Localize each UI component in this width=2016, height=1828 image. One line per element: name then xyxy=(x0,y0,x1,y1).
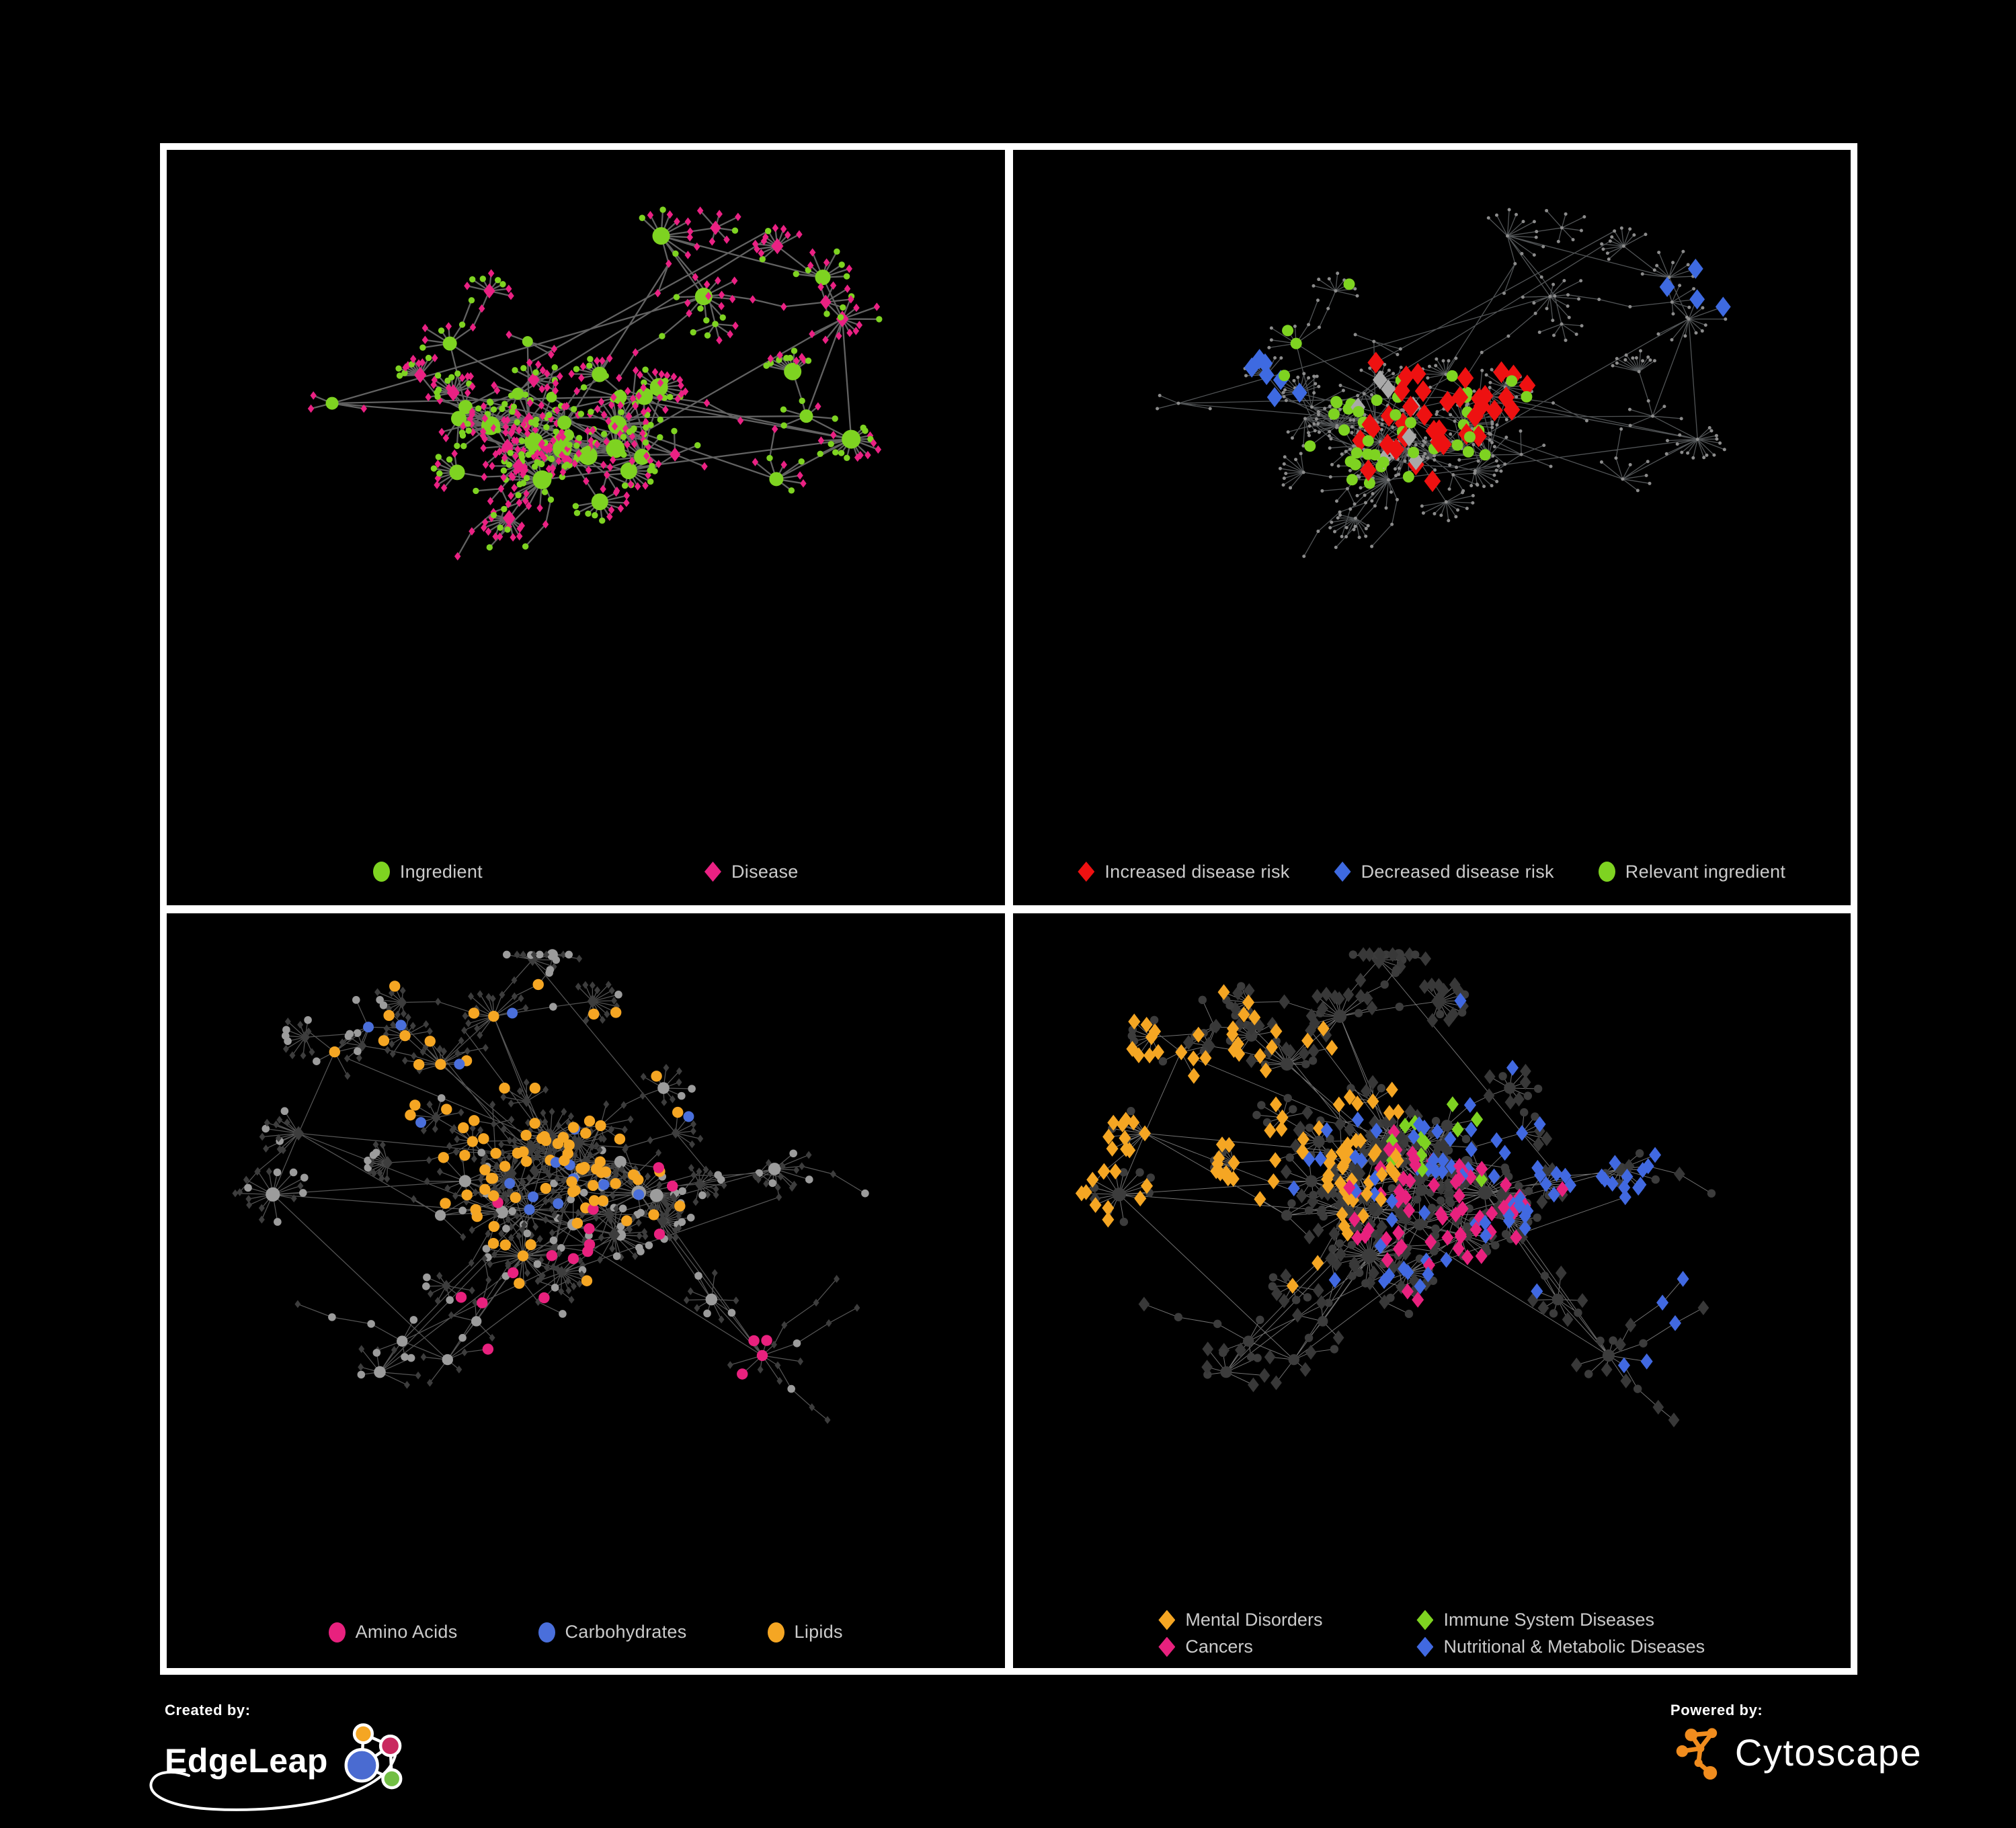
legend-label: Relevant ingredient xyxy=(1625,861,1786,882)
credits-footer: Created by: EdgeLeap Powere xyxy=(149,1702,1922,1816)
decreased-risk-key-icon xyxy=(1334,862,1351,882)
edgeleap-node-magenta xyxy=(378,1734,402,1757)
legend-item-cancers: Cancers xyxy=(1158,1636,1322,1657)
legend-item-ingredient: Ingredient xyxy=(372,861,483,882)
edgeleap-node-blue xyxy=(344,1748,379,1783)
legend-disease-risk: Increased disease risk Decreased disease… xyxy=(1013,862,1851,882)
created-by-label: Created by: xyxy=(165,1702,251,1718)
panel-ingredient-disease: Ingredient Disease xyxy=(167,150,1005,905)
carbohydrates-key-icon xyxy=(538,1622,555,1643)
cytoscape-lockup: Cytoscape xyxy=(1670,1722,1922,1782)
edgeleap-node-orange xyxy=(352,1723,374,1745)
panel-grid: Ingredient Disease Increased disease ris… xyxy=(160,143,1857,1675)
legend-label: Decreased disease risk xyxy=(1361,861,1554,882)
legend-label: Ingredient xyxy=(399,861,483,882)
relevant-ingredient-key-icon xyxy=(1598,862,1615,882)
legend-label: Lipids xyxy=(794,1622,843,1642)
nutritional-metabolic-diseases-key-icon xyxy=(1416,1636,1434,1657)
panel-nutrient-classes: Amino Acids Carbohydrates Lipids xyxy=(167,913,1005,1668)
legend-label: Cancers xyxy=(1185,1636,1253,1657)
panel-disease-risk: Increased disease risk Decreased disease… xyxy=(1012,150,1851,905)
legend-item-amino-acids: Amino Acids xyxy=(328,1622,458,1643)
network-graph-ingredient-disease xyxy=(307,206,883,560)
legend-nutrient-classes: Amino Acids Carbohydrates Lipids xyxy=(167,1622,1005,1643)
legend-item-relevant-ingredient: Relevant ingredient xyxy=(1598,861,1786,882)
legend-item-decreased-risk: Decreased disease risk xyxy=(1334,862,1554,882)
legend-label: Increased disease risk xyxy=(1104,861,1290,882)
edgeleap-logo-icon xyxy=(344,1723,403,1790)
network-graph-nutrient-classes xyxy=(232,948,869,1424)
mental-disorders-key-icon xyxy=(1158,1610,1176,1630)
legend-label: Mental Disorders xyxy=(1185,1610,1323,1630)
cytoscape-wordmark: Cytoscape xyxy=(1734,1731,1922,1774)
panel-disease-classes: Mental Disorders Immune System Diseases … xyxy=(1012,913,1851,1668)
edgeleap-credit: Created by: EdgeLeap xyxy=(149,1702,409,1811)
edgeleap-wordmark: EdgeLeap xyxy=(165,1742,328,1780)
legend-disease-classes: Mental Disorders Immune System Diseases … xyxy=(1013,1610,1851,1657)
disease-key-icon xyxy=(704,862,721,882)
cytoscape-credit: Powered by: xyxy=(1670,1702,1922,1782)
legend-item-disease: Disease xyxy=(704,862,799,882)
cancers-key-icon xyxy=(1158,1636,1176,1657)
powered-by-label: Powered by: xyxy=(1670,1702,1763,1718)
legend-item-increased-risk: Increased disease risk xyxy=(1078,862,1289,882)
legend-ingredient-disease: Ingredient Disease xyxy=(167,862,1005,882)
network-graph-disease-classes xyxy=(1075,946,1716,1427)
legend-item-mental-disorders: Mental Disorders xyxy=(1158,1610,1322,1630)
amino-acids-key-icon xyxy=(328,1622,346,1643)
lipids-key-icon xyxy=(767,1622,784,1643)
cytoscape-logo-icon xyxy=(1676,1728,1718,1780)
legend-item-immune-system-diseases: Immune System Diseases xyxy=(1416,1610,1705,1630)
immune-system-diseases-key-icon xyxy=(1416,1610,1434,1630)
legend-label: Carbohydrates xyxy=(565,1622,687,1642)
legend-label: Immune System Diseases xyxy=(1443,1610,1655,1630)
network-graph-disease-risk xyxy=(1155,208,1731,558)
legend-item-nutritional-metabolic-diseases: Nutritional & Metabolic Diseases xyxy=(1416,1636,1705,1657)
legend-label: Amino Acids xyxy=(355,1622,458,1642)
legend-label: Nutritional & Metabolic Diseases xyxy=(1443,1636,1705,1657)
ingredient-key-icon xyxy=(372,862,390,882)
edgeleap-lockup: EdgeLeap xyxy=(149,1722,409,1811)
legend-item-carbohydrates: Carbohydrates xyxy=(538,1622,687,1643)
legend-item-lipids: Lipids xyxy=(767,1622,843,1643)
increased-risk-key-icon xyxy=(1078,862,1095,882)
edgeleap-node-green xyxy=(381,1768,403,1790)
legend-label: Disease xyxy=(731,861,799,882)
